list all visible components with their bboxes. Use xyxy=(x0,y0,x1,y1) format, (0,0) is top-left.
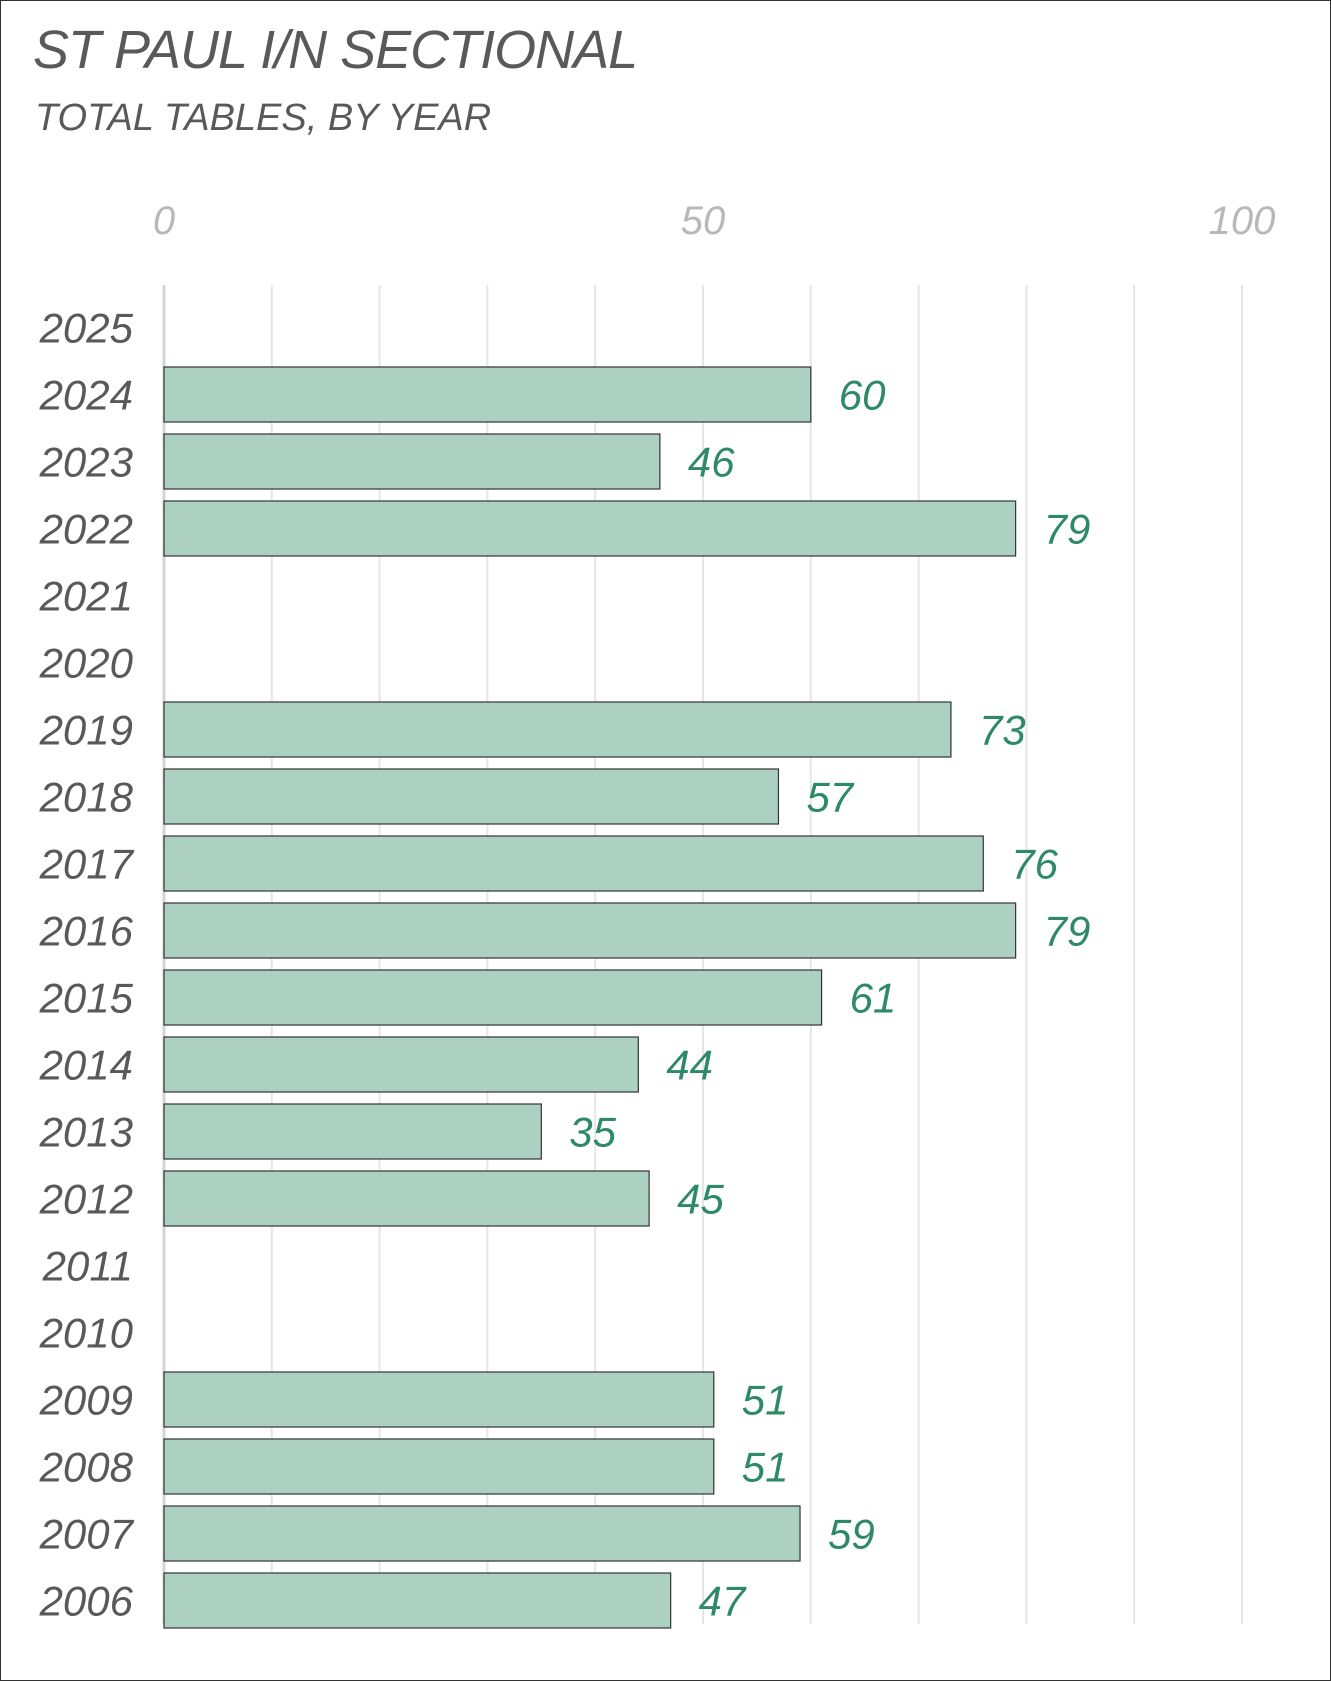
bar-2015 xyxy=(163,969,823,1026)
bar-2024 xyxy=(163,366,812,423)
bar-2022 xyxy=(163,500,1017,557)
value-label-2017: 76 xyxy=(1011,841,1058,888)
category-label-2022: 2022 xyxy=(39,506,133,553)
category-label-2016: 2016 xyxy=(39,908,134,955)
bars xyxy=(163,366,1017,1629)
bar-2018 xyxy=(163,768,780,825)
chart-title: ST PAUL I/N SECTIONAL xyxy=(33,20,638,80)
value-label-2015: 61 xyxy=(850,975,897,1022)
category-label-2025: 2025 xyxy=(39,305,134,352)
value-label-2007: 59 xyxy=(828,1511,875,1558)
category-label-2017: 2017 xyxy=(39,841,135,888)
x-tick-label-50: 50 xyxy=(681,199,726,243)
value-label-2019: 73 xyxy=(979,707,1026,754)
category-label-2020: 2020 xyxy=(39,640,134,687)
value-label-2022: 79 xyxy=(1044,506,1091,553)
category-label-2006: 2006 xyxy=(39,1578,134,1625)
category-label-2012: 2012 xyxy=(39,1176,133,1223)
bar-2008 xyxy=(163,1438,715,1495)
category-label-2024: 2024 xyxy=(39,372,133,419)
bar-2006 xyxy=(163,1572,672,1629)
category-label-2011: 2011 xyxy=(42,1243,133,1290)
x-tick-label-0: 0 xyxy=(153,199,175,243)
bar-2017 xyxy=(163,835,984,892)
bar-2009 xyxy=(163,1371,715,1428)
bar-2023 xyxy=(163,433,661,490)
value-label-2023: 46 xyxy=(688,439,735,486)
x-axis-ticks: 0 50 100 xyxy=(153,199,1276,243)
value-label-2018: 57 xyxy=(806,774,854,821)
category-label-2023: 2023 xyxy=(39,439,133,486)
bar-2016 xyxy=(163,902,1017,959)
value-label-2008: 51 xyxy=(742,1444,789,1491)
category-label-2019: 2019 xyxy=(39,707,133,754)
value-label-2013: 35 xyxy=(569,1109,616,1156)
value-label-2016: 79 xyxy=(1044,908,1091,955)
value-label-2014: 44 xyxy=(666,1042,713,1089)
category-label-2007: 2007 xyxy=(39,1511,135,1558)
value-label-2006: 47 xyxy=(699,1578,747,1625)
category-label-2013: 2013 xyxy=(39,1109,133,1156)
category-label-2018: 2018 xyxy=(39,774,134,821)
category-label-2010: 2010 xyxy=(39,1310,134,1357)
value-label-2009: 51 xyxy=(742,1377,789,1424)
x-tick-label-100: 100 xyxy=(1209,199,1276,243)
value-label-2024: 60 xyxy=(839,372,886,419)
bar-2007 xyxy=(163,1505,801,1562)
bar-2013 xyxy=(163,1103,542,1160)
category-label-2009: 2009 xyxy=(39,1377,133,1424)
category-label-2021: 2021 xyxy=(39,573,133,620)
category-label-2015: 2015 xyxy=(39,975,134,1022)
value-labels: 60 46 79 73 57 76 79 61 44 35 45 51 51 59 47 xyxy=(569,372,1090,1625)
bar-2014 xyxy=(163,1036,639,1093)
category-label-2014: 2014 xyxy=(39,1042,133,1089)
category-labels: 2025 2024 2023 2022 2021 2020 2019 2018 2017 2016… xyxy=(39,305,135,1625)
category-label-2008: 2008 xyxy=(39,1444,134,1491)
value-label-2012: 45 xyxy=(677,1176,724,1223)
bar-2012 xyxy=(163,1170,650,1227)
chart-subtitle: TOTAL TABLES, BY YEAR xyxy=(35,97,492,139)
bar-2019 xyxy=(163,701,952,758)
